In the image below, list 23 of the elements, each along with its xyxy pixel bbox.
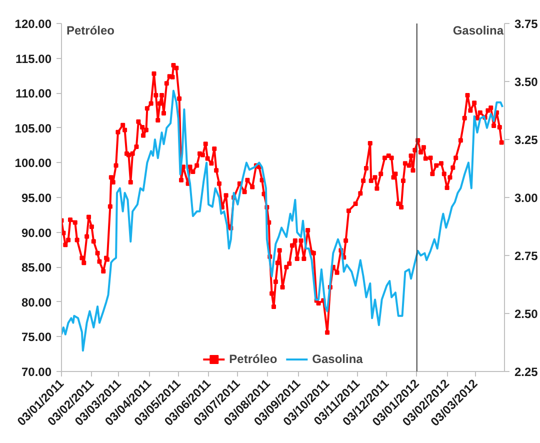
y2-tick-label: 3.75 [514,17,538,31]
legend-label: Gasolina [312,352,363,366]
y2-axis-title: Gasolina [452,24,504,38]
line-series [62,90,504,352]
legend-label: Petróleo [229,352,278,366]
y-tick-label: 105.00 [14,121,52,136]
y-tick-label: 80.00 [21,295,52,310]
y-tick-label: 70.00 [21,365,52,379]
y-tick-label: 95.00 [21,191,52,205]
y-tick-label: 115.00 [15,52,52,66]
y-tick-label: 75.00 [21,330,52,344]
y2-tick-label: 3.50 [514,75,538,89]
y2-tick-label: 3.00 [514,191,538,205]
y-tick-label: 100.00 [14,156,52,170]
y-tick-label: 90.00 [21,226,52,240]
y-tick-label: 85.00 [21,260,52,275]
y-axis-title: Petróleo [66,24,115,38]
y2-tick-label: 3.25 [514,133,538,147]
y-tick-label: 110.00 [15,86,52,101]
y2-tick-label: 2.25 [514,365,538,379]
y2-tick-label: 2.75 [514,249,538,263]
y2-tick-label: 2.50 [514,307,538,321]
y-tick-label: 120.00 [14,17,52,31]
